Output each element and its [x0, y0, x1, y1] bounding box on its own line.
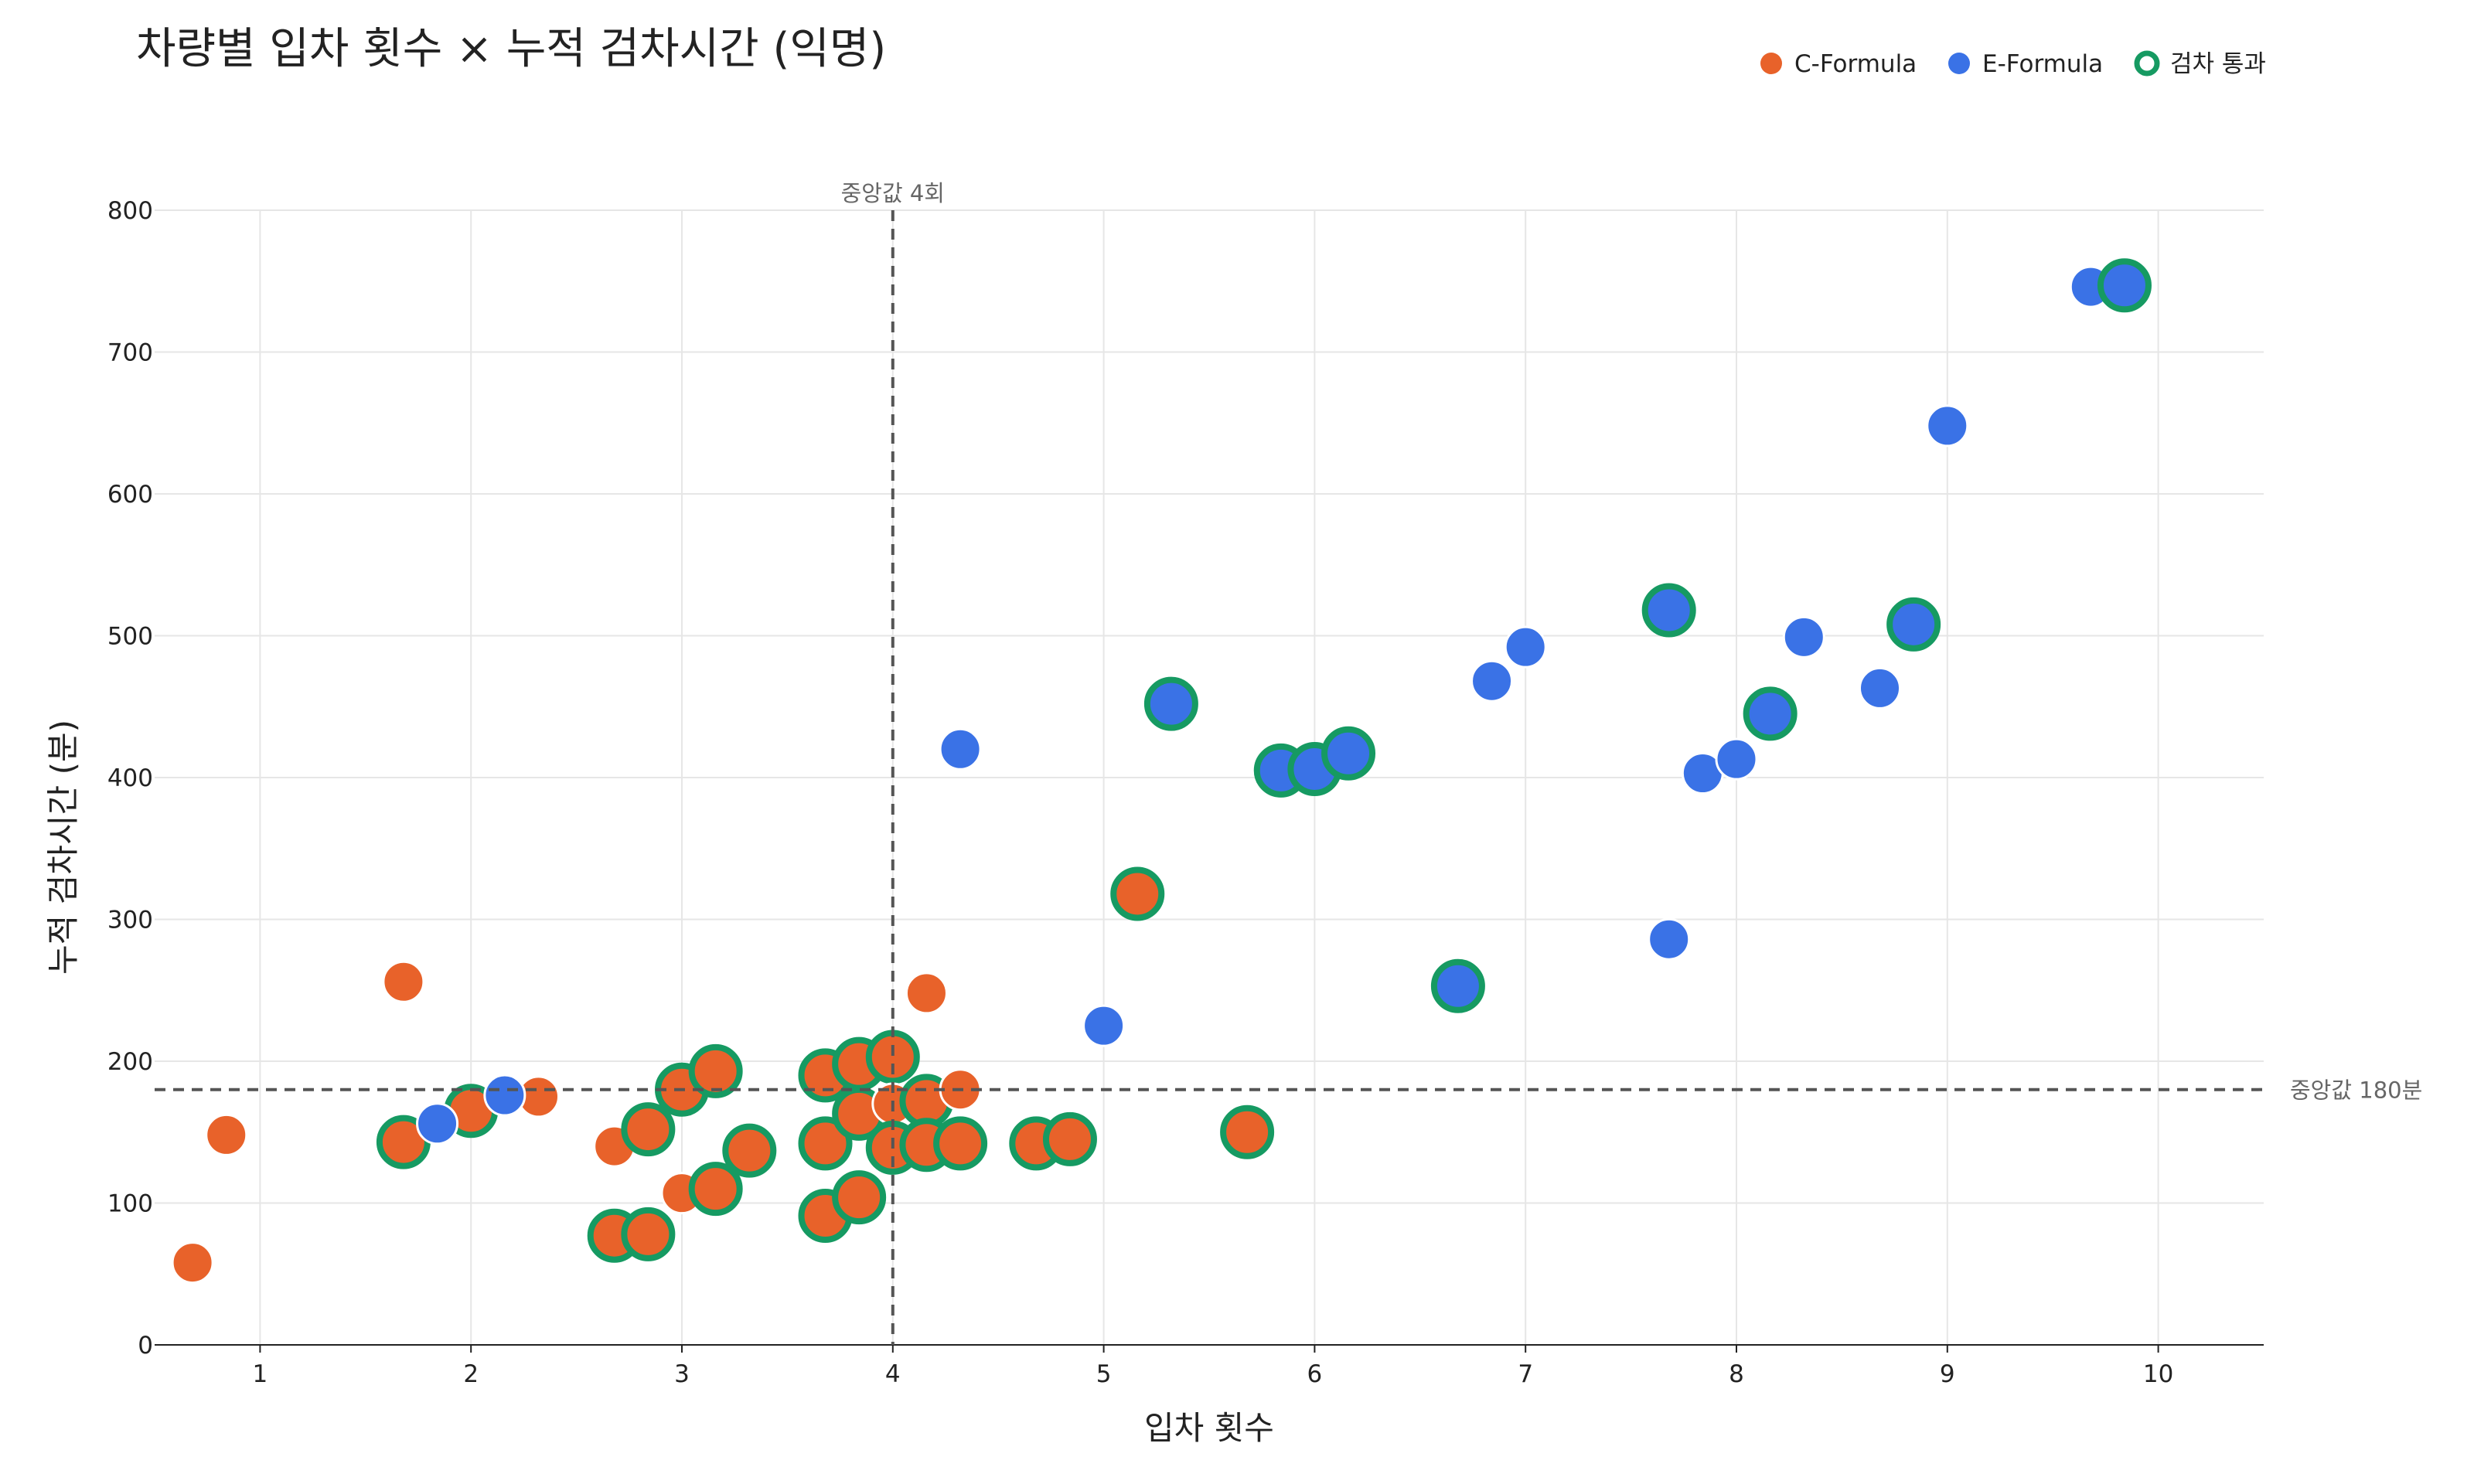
- x-tick-label: 8: [1729, 1360, 1744, 1388]
- c-formula-point-passed: [688, 1043, 743, 1098]
- e-formula-point-passed: [2097, 258, 2152, 313]
- c-formula-point-passed: [798, 1116, 853, 1171]
- x-tick-label: 10: [2143, 1360, 2173, 1388]
- c-formula-point: [382, 960, 425, 1003]
- e-formula-point: [1715, 737, 1758, 781]
- y-tick-label: 600: [107, 481, 153, 509]
- e-formula-point: [1859, 666, 1902, 710]
- e-formula-point-passed: [1641, 583, 1696, 638]
- e-formula-point: [483, 1074, 526, 1117]
- e-formula-point: [1648, 917, 1691, 961]
- e-formula-point: [1470, 659, 1514, 703]
- c-formula-point-passed: [1110, 866, 1165, 921]
- e-formula-point: [1504, 625, 1547, 669]
- e-formula-point-passed: [1321, 726, 1376, 781]
- e-formula-point: [416, 1102, 459, 1145]
- y-tick-label: 400: [107, 764, 153, 792]
- y-tick-label: 0: [138, 1332, 153, 1360]
- chart-title: 차량별 입차 횟수 × 누적 검차시간 (익명): [136, 24, 886, 74]
- x-tick-label: 2: [463, 1360, 479, 1388]
- c-formula-point-passed: [722, 1123, 777, 1178]
- y-tick-label: 500: [107, 623, 153, 651]
- x-axis-title: 입차 횟수: [1144, 1409, 1274, 1447]
- median-y-label: 중앙값 180분: [2290, 1077, 2422, 1104]
- x-tick-label: 9: [1940, 1360, 1955, 1388]
- data-points: [171, 258, 2152, 1285]
- y-tick-label: 800: [107, 197, 153, 225]
- legend-label: C-Formula: [1794, 50, 1917, 78]
- y-tick-label: 100: [107, 1190, 153, 1218]
- y-tick-label: 300: [107, 907, 153, 934]
- gridlines: [155, 209, 2264, 1345]
- y-tick-label: 200: [107, 1048, 153, 1076]
- x-tick-labels: 1 2 3 4 5 6 7 8 9 10: [253, 1345, 2173, 1388]
- e-formula-point: [1926, 404, 1969, 448]
- c-formula-point-passed: [933, 1116, 988, 1171]
- e-formula-point-passed: [1886, 597, 1941, 652]
- legend-label: E-Formula: [1982, 50, 2103, 78]
- e-formula-point-passed: [1743, 686, 1798, 741]
- c-formula-point: [171, 1241, 214, 1285]
- c-formula-point: [205, 1113, 248, 1156]
- y-tick-label: 700: [107, 339, 153, 367]
- e-formula-point-passed: [1430, 958, 1485, 1013]
- legend-marker-c-formula: [1760, 53, 1782, 74]
- legend-marker-e-formula: [1948, 53, 1970, 74]
- x-tick-label: 5: [1096, 1360, 1112, 1388]
- e-formula-point: [939, 727, 982, 771]
- e-formula-point: [1782, 615, 1825, 659]
- legend-label: 검차 통과: [2170, 50, 2266, 78]
- legend-marker-pass-ring: [2134, 50, 2160, 77]
- c-formula-point-passed: [832, 1170, 887, 1225]
- y-axis-title: 누적 검차시간 (분): [44, 720, 82, 975]
- c-formula-point-passed: [688, 1162, 743, 1217]
- c-formula-point-passed: [621, 1102, 676, 1157]
- legend: C-Formula E-Formula 검차 통과: [1760, 50, 2266, 78]
- median-x-label: 중앙값 4회: [841, 180, 945, 206]
- c-formula-point-passed: [1220, 1104, 1275, 1159]
- x-tick-label: 4: [885, 1360, 901, 1388]
- c-formula-point-passed: [621, 1207, 676, 1261]
- x-tick-label: 1: [253, 1360, 268, 1388]
- y-tick-labels: 0 100 200 300 400 500 600 700 800: [107, 197, 153, 1360]
- e-formula-point-passed: [1143, 676, 1198, 731]
- e-formula-point: [1082, 1004, 1126, 1047]
- x-tick-label: 3: [674, 1360, 690, 1388]
- x-tick-label: 6: [1307, 1360, 1323, 1388]
- x-tick-label: 7: [1518, 1360, 1533, 1388]
- c-formula-point-passed: [1042, 1111, 1097, 1166]
- c-formula-point: [905, 972, 948, 1015]
